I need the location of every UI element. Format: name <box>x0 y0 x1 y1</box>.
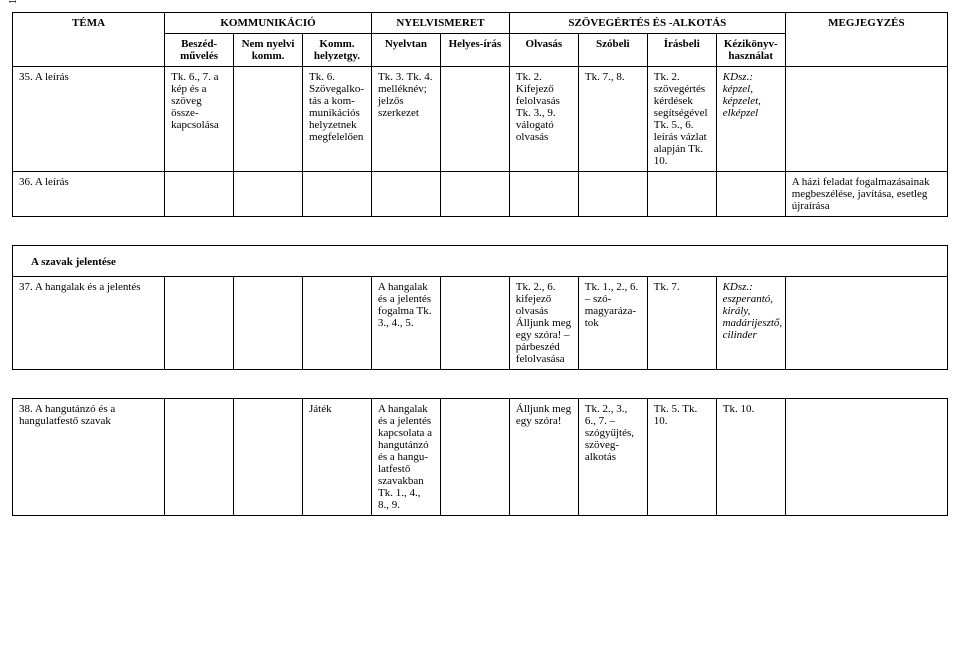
head-szovegertes: SZÖVEGÉRTÉS ÉS -ALKOTÁS <box>509 13 785 34</box>
cell-kommh: Tk. 6. Szövegalko-tás a kom-munikációs h… <box>303 67 372 172</box>
row-36: 36. A leírás A házi feladat fogalmazásai… <box>13 172 948 217</box>
cell-szobeli: Tk. 2., 3., 6., 7. – szógyűjtés, szöveg-… <box>578 399 647 516</box>
cell-olvasas: Tk. 2., 6. kifejező olvasás Álljunk meg … <box>509 277 578 370</box>
cell-olvasas <box>509 172 578 217</box>
cell-szobeli: Tk. 7., 8. <box>578 67 647 172</box>
cell-megjegyzes <box>785 277 947 370</box>
cell-olvasas: Tk. 2. Kifejező felolvasás Tk. 3., 9. vá… <box>509 67 578 172</box>
cell-nyelvtan: A hangalak és a jelentés fogalma Tk. 3.,… <box>371 277 440 370</box>
row-37: 37. A hangalak és a jelentés A hangalak … <box>13 277 948 370</box>
cell-kezikonyv: KDsz.: képzel, képzelet, elképzel <box>716 67 785 172</box>
cell-kommh: Játék <box>303 399 372 516</box>
cell-helyesiras <box>440 67 509 172</box>
head-tema: TÉMA <box>13 13 165 67</box>
subhead-kezikonyv: Kézikönyv-használat <box>716 34 785 67</box>
page-number: 18 <box>8 0 19 4</box>
head-megjegyzes: MEGJEGYZÉS <box>785 13 947 67</box>
subhead-nyelvtan: Nyelvtan <box>371 34 440 67</box>
subhead-olvasas: Olvasás <box>509 34 578 67</box>
cell-irasbeli <box>647 172 716 217</box>
cell-beszed: Tk. 6., 7. a kép és a szöveg össze-kapcs… <box>165 67 234 172</box>
cell-kezikonyv: KDsz.: eszperantó, király, madárijesztő,… <box>716 277 785 370</box>
cell-megjegyzes <box>785 399 947 516</box>
section-title: A szavak jelentése <box>31 256 941 268</box>
cell-irasbeli: Tk. 5. Tk. 10. <box>647 399 716 516</box>
subhead-irasbeli: Írásbeli <box>647 34 716 67</box>
cell-helyesiras <box>440 399 509 516</box>
head-kommunikacio: KOMMUNIKÁCIÓ <box>165 13 372 34</box>
cell-tema: 37. A hangalak és a jelentés <box>13 277 165 370</box>
curriculum-table-2: A szavak jelentése 37. A hangalak és a j… <box>12 245 948 370</box>
subhead-beszed: Beszéd-művelés <box>165 34 234 67</box>
cell-tema: 35. A leírás <box>13 67 165 172</box>
head-nyelvismeret: NYELVISMERET <box>371 13 509 34</box>
cell-megjegyzes <box>785 67 947 172</box>
cell-nyelvtan <box>371 172 440 217</box>
cell-helyesiras <box>440 277 509 370</box>
row-35: 35. A leírás Tk. 6., 7. a kép és a szöve… <box>13 67 948 172</box>
cell-nemnyelvi <box>234 277 303 370</box>
subhead-helyesiras: Helyes-írás <box>440 34 509 67</box>
cell-helyesiras <box>440 172 509 217</box>
cell-nemnyelvi <box>234 399 303 516</box>
cell-beszed <box>165 172 234 217</box>
cell-irasbeli: Tk. 7. <box>647 277 716 370</box>
curriculum-table-3: 38. A hangutánzó és a hangulatfestő szav… <box>12 398 948 516</box>
cell-beszed <box>165 277 234 370</box>
section-title-row: A szavak jelentése <box>13 246 948 277</box>
cell-nyelvtan: Tk. 3. Tk. 4. melléknév; jelzős szerkeze… <box>371 67 440 172</box>
curriculum-table-1: TÉMA KOMMUNIKÁCIÓ NYELVISMERET SZÖVEGÉRT… <box>12 12 948 217</box>
cell-tema: 36. A leírás <box>13 172 165 217</box>
cell-nyelvtan: A hangalak és a jelentés kapcsolata a ha… <box>371 399 440 516</box>
subhead-nemnyelvi: Nem nyelvi komm. <box>234 34 303 67</box>
cell-kezikonyv <box>716 172 785 217</box>
cell-nemnyelvi <box>234 67 303 172</box>
cell-kommh <box>302 277 371 370</box>
cell-szobeli <box>578 172 647 217</box>
cell-szobeli: Tk. 1., 2., 6. – szó-magyaráza-tok <box>578 277 647 370</box>
subhead-kommh: Komm. helyzetgy. <box>303 34 372 67</box>
cell-olvasas: Álljunk meg egy szóra! <box>509 399 578 516</box>
cell-nemnyelvi <box>234 172 303 217</box>
cell-irasbeli: Tk. 2. szövegértés kérdések segítségével… <box>647 67 716 172</box>
subhead-szobeli: Szóbeli <box>578 34 647 67</box>
cell-megjegyzes: A házi feladat fogalmazásainak megbeszél… <box>785 172 947 217</box>
row-38: 38. A hangutánzó és a hangulatfestő szav… <box>13 399 948 516</box>
cell-tema: 38. A hangutánzó és a hangulatfestő szav… <box>13 399 165 516</box>
cell-beszed <box>165 399 234 516</box>
cell-kommh <box>303 172 372 217</box>
cell-kezikonyv: Tk. 10. <box>716 399 785 516</box>
